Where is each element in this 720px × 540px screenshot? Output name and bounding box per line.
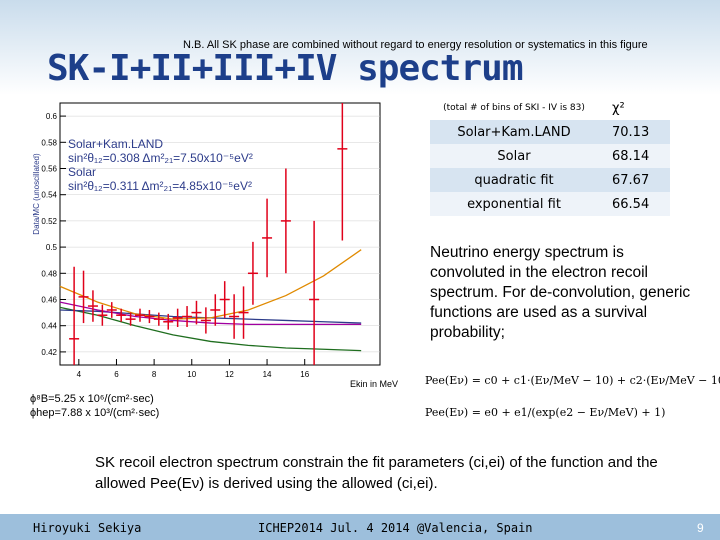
chi2-table: (total # of bins of SKI - IV is 83) χ² S… — [430, 96, 670, 216]
x-tick-label: 14 — [263, 370, 272, 379]
page-number: 9 — [697, 521, 704, 535]
quadratic-formula: Pee(Eν) = c0 + c1·(Eν/MeV − 10) + c2·(Eν… — [425, 374, 720, 387]
table-header-note: (total # of bins of SKI - IV is 83) — [443, 103, 585, 113]
fit-chi2: 70.13 — [598, 120, 670, 144]
chart-legend: Solar+Kam.LAND sin²θ₁₂=0.308 Δm²₂₁=7.50x… — [68, 137, 253, 193]
formula-block: Pee(Eν) = c0 + c1·(Eν/MeV − 10) + c2·(Eν… — [425, 365, 720, 429]
fit-curve-solar-kam-land — [59, 306, 362, 352]
table-header-chi2: χ² — [612, 100, 625, 116]
x-axis-label: Ekin in MeV — [350, 379, 398, 389]
fit-name: exponential fit — [430, 192, 598, 216]
y-axis-label: Data/MC (unoscillated) — [32, 153, 41, 235]
fit-name: Solar+Kam.LAND — [430, 120, 598, 144]
legend-solar-kamland-params: sin²θ₁₂=0.308 Δm²₂₁=7.50x10⁻⁵eV² — [68, 151, 253, 165]
description-text: Neutrino energy spectrum is convoluted i… — [430, 244, 691, 341]
fit-name: quadratic fit — [430, 168, 598, 192]
x-tick-label: 8 — [152, 370, 157, 379]
flux-8b: ϕ⁸B=5.25 x 10⁶/(cm²·sec) — [30, 393, 154, 405]
header-background — [0, 0, 720, 95]
legend-solar-kamland-label: Solar+Kam.LAND — [68, 137, 164, 151]
legend-solar-params: sin²θ₁₂=0.311 Δm²₂₁=4.85x10⁻⁵eV² — [68, 179, 252, 193]
x-tick-label: 6 — [114, 370, 119, 379]
x-tick-label: 12 — [225, 370, 234, 379]
slide-title: SK-I+II+III+IV spectrum — [47, 48, 523, 89]
fit-name: Solar — [430, 144, 598, 168]
table-row: quadratic fit 67.67 — [430, 168, 670, 192]
table-row: Solar 68.14 — [430, 144, 670, 168]
table-header-row: (total # of bins of SKI - IV is 83) χ² — [430, 96, 670, 120]
x-tick-label: 16 — [300, 370, 309, 379]
y-tick-label: 0.6 — [46, 112, 58, 121]
y-tick-label: 0.48 — [41, 269, 57, 278]
conclusion-text: SK recoil electron spectrum constrain th… — [95, 454, 658, 492]
disclaimer-note: N.B. All SK phase are combined without r… — [183, 39, 648, 51]
fit-chi2: 67.67 — [598, 168, 670, 192]
fit-curve-exponential-fit — [59, 301, 362, 326]
fit-chi2: 68.14 — [598, 144, 670, 168]
flux-values: ϕ⁸B=5.25 x 10⁶/(cm²·sec) ϕhep=7.88 x 10³… — [30, 392, 159, 420]
y-tick-label: 0.44 — [41, 322, 57, 331]
y-tick-label: 0.54 — [41, 191, 57, 200]
y-tick-label: 0.52 — [41, 217, 57, 226]
fit-curve-quadratic-fit — [59, 249, 362, 320]
y-tick-label: 0.56 — [41, 165, 57, 174]
flux-hep: ϕhep=7.88 x 10³/(cm²·sec) — [30, 407, 160, 419]
table-row: Solar+Kam.LAND 70.13 — [430, 120, 670, 144]
y-tick-label: 0.46 — [41, 296, 57, 305]
footer-bar — [0, 514, 720, 540]
y-tick-label: 0.42 — [41, 348, 57, 357]
footer-event: ICHEP2014 Jul. 4 2014 @Valencia, Spain — [258, 521, 533, 535]
footer-author: Hiroyuki Sekiya — [33, 521, 142, 535]
x-tick-label: 4 — [77, 370, 82, 379]
exponential-formula: Pee(Eν) = e0 + e1/(exp(e2 − Eν/MeV) + 1) — [425, 406, 666, 419]
table-row: exponential fit 66.54 — [430, 192, 670, 216]
legend-solar-label: Solar — [68, 165, 97, 179]
y-tick-label: 0.5 — [46, 243, 58, 252]
x-tick-label: 10 — [187, 370, 196, 379]
ratio-chart: 0.42 0.44 0.46 0.48 0.5 0.52 0.54 0.56 0.58 0.6 4 6… — [32, 102, 398, 389]
fit-chi2: 66.54 — [598, 192, 670, 216]
y-tick-label: 0.58 — [41, 138, 57, 147]
